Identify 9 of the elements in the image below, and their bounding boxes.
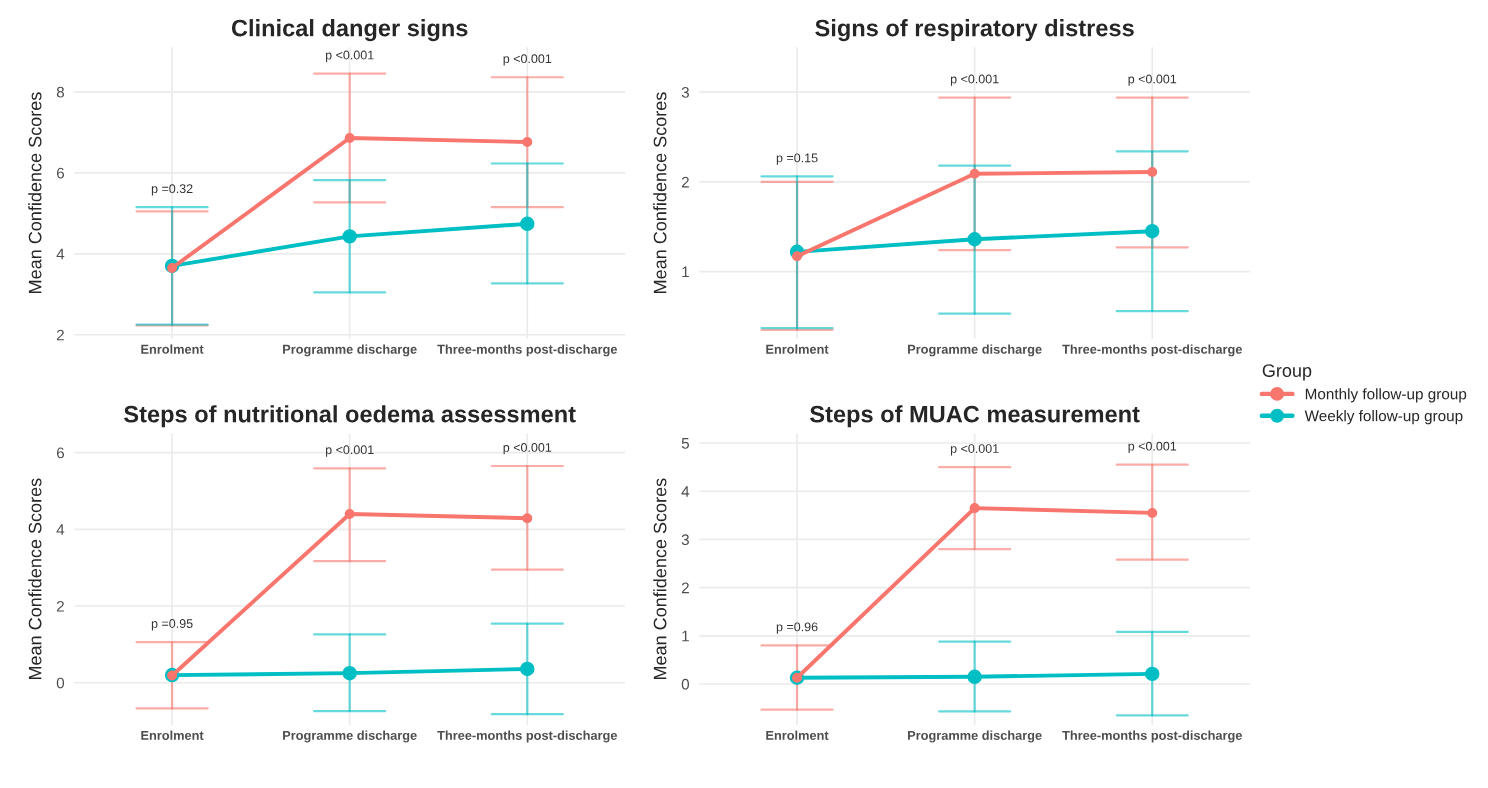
y-axis-title: Mean Confidence Scores <box>653 92 667 293</box>
chart-title: Steps of nutritional oedema assessment <box>124 405 576 428</box>
chart-title: Steps of MUAC measurement <box>810 405 1140 428</box>
y-axis-title: Mean Confidence Scores <box>28 478 42 680</box>
legend-title: Group <box>1262 364 1312 381</box>
chart-title: Clinical danger signs <box>231 19 468 42</box>
y-axis-title: Mean Confidence Scores <box>28 92 42 293</box>
chart-title: Signs of respiratory distress <box>815 19 1134 42</box>
y-axis-title: Mean Confidence Scores <box>653 478 667 680</box>
